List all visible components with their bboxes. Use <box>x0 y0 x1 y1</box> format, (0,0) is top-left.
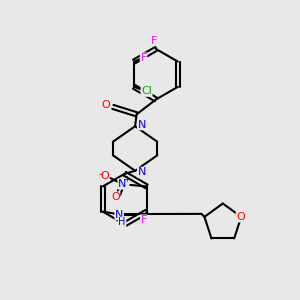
Text: F: F <box>151 36 158 46</box>
Text: N: N <box>137 120 146 130</box>
Text: +: + <box>123 176 130 184</box>
Text: N: N <box>115 210 123 220</box>
Text: F: F <box>140 215 147 225</box>
Text: -: - <box>98 169 103 179</box>
Text: Cl: Cl <box>141 86 152 96</box>
Text: O: O <box>236 212 245 222</box>
Text: O: O <box>111 192 120 202</box>
Text: N: N <box>118 179 126 189</box>
Text: O: O <box>100 171 109 181</box>
Text: O: O <box>101 100 110 110</box>
Text: F: F <box>140 53 147 63</box>
Text: N: N <box>137 167 146 177</box>
Text: H: H <box>118 217 126 227</box>
